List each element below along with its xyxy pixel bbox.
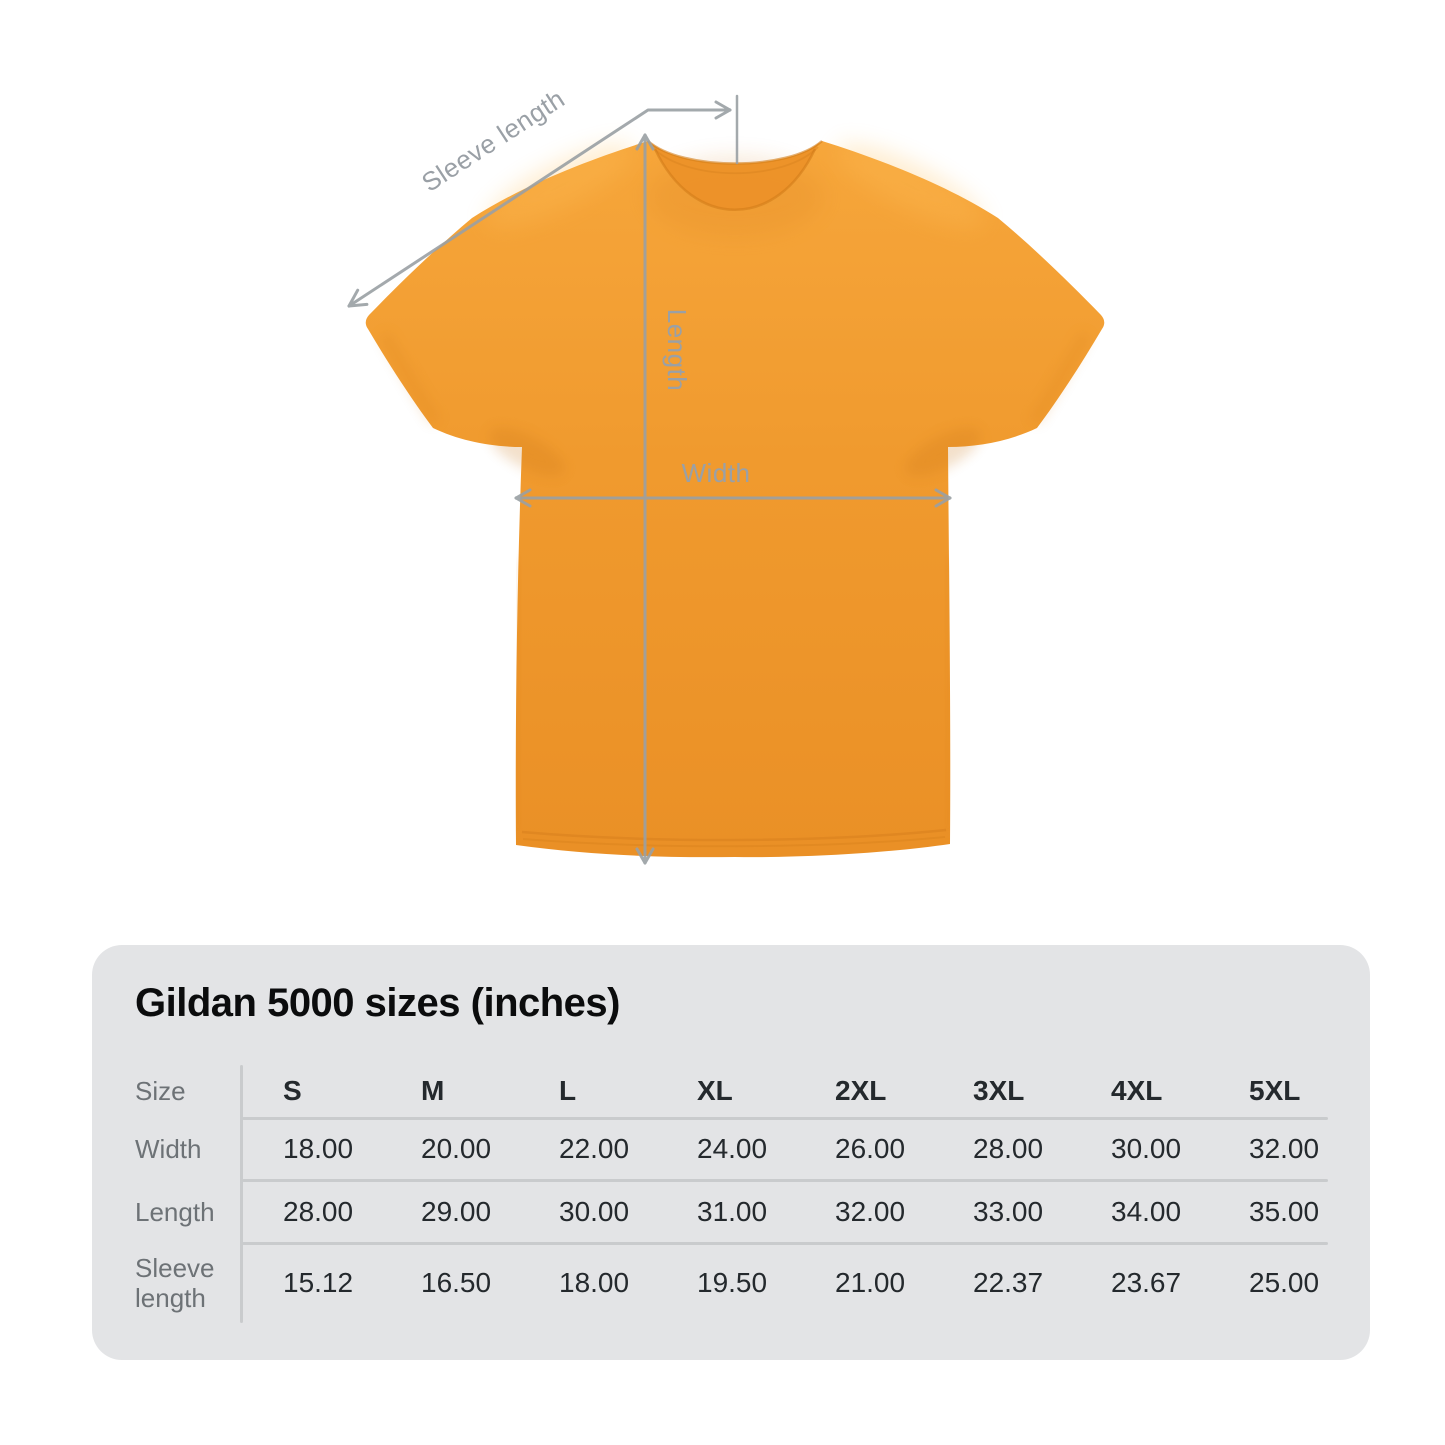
width-label: Width [682, 458, 751, 488]
table-cell: 16.50 [421, 1267, 492, 1298]
table-cell: 22.37 [973, 1267, 1044, 1298]
row-label-width: Width [135, 1134, 202, 1164]
column-header: S [283, 1074, 302, 1106]
size-table-panel: Gildan 5000 sizes (inches) Size S M L XL… [92, 945, 1370, 1360]
table-cell: 18.00 [283, 1133, 354, 1164]
column-header: M [421, 1074, 445, 1106]
table-row-divider [242, 1117, 1328, 1120]
column-header: XL [697, 1074, 733, 1106]
tshirt-diagram: Sleeve length Length Width [347, 83, 1105, 865]
table-cell: 26.00 [835, 1133, 906, 1164]
tshirt-image [365, 140, 1105, 858]
table-cell: 23.67 [1111, 1267, 1182, 1298]
size-table: Size S M L XL 2XL 3XL 4XL 5XL Width 18.0… [135, 1063, 1344, 1323]
table-cell: 18.00 [559, 1267, 630, 1298]
table-cell: 30.00 [1111, 1133, 1182, 1164]
length-label: Length [662, 309, 692, 392]
column-header: 5XL [1249, 1074, 1301, 1106]
row-label-length: Length [135, 1196, 215, 1227]
table-cell: 19.50 [697, 1267, 768, 1298]
column-header: 2XL [835, 1074, 887, 1106]
collar [647, 140, 823, 211]
table-title: Gildan 5000 sizes (inches) [135, 981, 621, 1025]
table-vertical-divider [240, 1065, 243, 1323]
table-cell: 20.00 [421, 1133, 492, 1164]
sleeve-length-measure-line [347, 100, 732, 308]
table-row-divider [242, 1242, 1328, 1245]
table-cell: 34.00 [1111, 1195, 1182, 1227]
table-cell: 21.00 [835, 1267, 906, 1298]
table-cell: 31.00 [697, 1195, 768, 1227]
table-cell: 29.00 [421, 1195, 492, 1227]
table-cell: 22.00 [559, 1133, 630, 1164]
column-header: L [559, 1074, 577, 1106]
table-row-divider [242, 1179, 1328, 1182]
table-cell: 28.00 [283, 1195, 354, 1227]
table-cell: 15.12 [283, 1267, 354, 1298]
width-measure-line [514, 488, 952, 508]
size-corner-label: Size [135, 1075, 186, 1106]
column-header: 3XL [973, 1074, 1025, 1106]
table-cell: 28.00 [973, 1133, 1044, 1164]
table-cell: 32.00 [1249, 1133, 1320, 1164]
table-cell: 30.00 [559, 1195, 630, 1227]
table-cell: 25.00 [1249, 1267, 1320, 1298]
column-header: 4XL [1111, 1074, 1163, 1106]
row-label-sleeve-length: Sleeve length [135, 1253, 215, 1313]
table-cell: 33.00 [973, 1195, 1044, 1227]
table-cell: 32.00 [835, 1195, 906, 1227]
table-cell: 35.00 [1249, 1195, 1320, 1227]
table-cell: 24.00 [697, 1133, 768, 1164]
